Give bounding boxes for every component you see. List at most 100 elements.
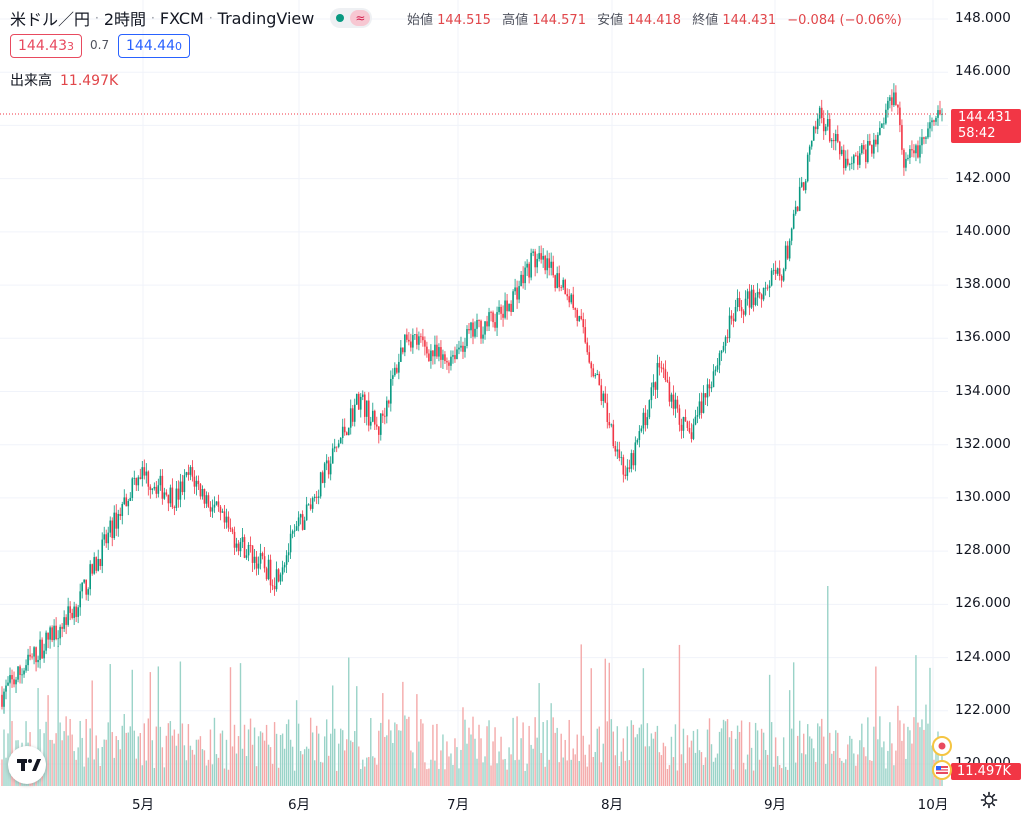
- volume-bar: [622, 738, 625, 786]
- volume-bar: [871, 760, 873, 786]
- candle-body: [484, 321, 486, 335]
- volume-bar: [536, 737, 538, 786]
- candle-body: [786, 245, 789, 259]
- volume-bar: [145, 760, 148, 786]
- candle-body: [337, 443, 340, 447]
- volume-bar: [368, 756, 370, 786]
- candle-body: [265, 568, 268, 580]
- volume-bar: [175, 745, 178, 786]
- gear-icon[interactable]: [980, 791, 998, 809]
- volume-bar: [239, 663, 242, 786]
- volume-bar: [853, 753, 855, 786]
- volume-bar: [839, 757, 841, 786]
- candle-body: [169, 487, 172, 504]
- candle-body: [141, 467, 144, 479]
- volume-bar: [656, 725, 659, 786]
- volume-bar: [620, 751, 623, 786]
- candle-body: [792, 213, 795, 229]
- candle-body: [438, 347, 440, 357]
- buy-button[interactable]: 144.440: [118, 34, 190, 58]
- volume-bar: [678, 644, 681, 786]
- grid-lines: [0, 0, 948, 786]
- candle-body: [161, 475, 164, 499]
- candle-body: [93, 557, 95, 574]
- candle-body: [29, 654, 31, 657]
- candle-body: [628, 467, 631, 469]
- volume-bar: [833, 751, 835, 786]
- candle-body: [824, 126, 827, 132]
- volume-bar: [418, 741, 420, 786]
- candle-body: [460, 345, 462, 348]
- candle-body: [65, 617, 67, 625]
- candle-body: [199, 484, 202, 497]
- candle-body: [400, 347, 402, 362]
- volume-bar: [500, 736, 502, 786]
- candle-body: [135, 477, 138, 486]
- volume-bar: [329, 733, 332, 786]
- volume-bar: [101, 746, 103, 786]
- volume-bar: [406, 718, 408, 786]
- symbol-name[interactable]: 米ドル／円: [10, 10, 91, 29]
- interval[interactable]: 2時間: [103, 10, 147, 29]
- candle-body: [668, 381, 671, 402]
- candle-body: [915, 145, 917, 154]
- candle-body: [522, 274, 524, 284]
- volume-bar: [807, 724, 809, 786]
- candle-body: [77, 607, 79, 617]
- candle-body: [139, 477, 142, 479]
- y-tick-label: 132.000: [955, 435, 1011, 452]
- candle-body: [700, 401, 703, 413]
- candle-body: [768, 285, 771, 288]
- candle-body: [410, 341, 412, 348]
- volume-bar: [442, 734, 444, 786]
- volume-bar: [430, 759, 432, 786]
- volume-bar: [554, 732, 556, 786]
- market-status[interactable]: ≈: [330, 8, 373, 28]
- candle-body: [319, 472, 322, 497]
- volume-bar: [416, 694, 418, 786]
- volume-bar: [362, 759, 364, 786]
- tradingview-logo-icon[interactable]: [8, 746, 46, 784]
- volume-bar: [764, 749, 767, 786]
- volume-bar: [618, 766, 621, 786]
- candle-body: [201, 488, 204, 497]
- volume-bar: [805, 754, 807, 786]
- candle-body: [105, 534, 108, 544]
- volume-bar: [360, 768, 362, 786]
- volume-bar: [823, 736, 825, 786]
- volume-bar: [726, 719, 729, 786]
- volume-legend[interactable]: 出来高 11.497K: [10, 70, 118, 90]
- candle-body: [369, 421, 372, 426]
- candle-body: [207, 495, 210, 507]
- symbol-header[interactable]: 米ドル／円 · 2時間 · FXCM · TradingView ≈: [10, 6, 373, 30]
- candle-body: [648, 400, 651, 418]
- candle-body: [600, 385, 603, 402]
- candle-body: [21, 674, 23, 676]
- candle-body: [808, 146, 811, 155]
- volume-bar: [512, 717, 514, 786]
- candle-body: [271, 585, 274, 587]
- volume-bar: [528, 725, 530, 786]
- y-tick-label: 148.000: [955, 10, 1011, 26]
- volume-bar: [889, 722, 891, 786]
- sell-button[interactable]: 144.433: [10, 34, 82, 58]
- candle-body: [31, 656, 33, 658]
- close-value: 144.431: [722, 13, 777, 28]
- candle-body: [658, 362, 661, 368]
- candle-body: [353, 404, 356, 422]
- candle-body: [895, 92, 897, 105]
- candle-body: [339, 437, 342, 444]
- us-flag-event-icon[interactable]: [932, 760, 952, 780]
- candle-body: [606, 402, 609, 423]
- candle-body: [27, 654, 29, 666]
- volume-bar: [498, 751, 500, 786]
- candle-body: [584, 327, 587, 343]
- candle-body: [165, 492, 168, 495]
- candle-body: [69, 606, 71, 613]
- candle-body: [331, 448, 334, 464]
- candle-body: [442, 354, 444, 360]
- volume-bar: [81, 737, 83, 786]
- economic-event-icon[interactable]: [932, 736, 952, 756]
- volume-bar: [376, 764, 378, 786]
